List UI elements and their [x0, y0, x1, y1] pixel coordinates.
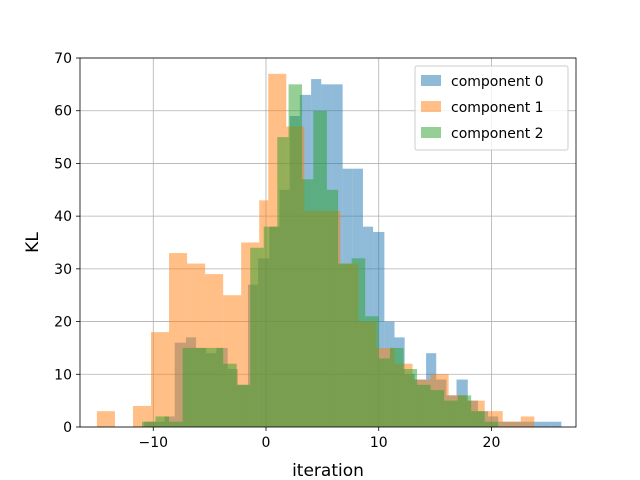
histogram-bar [444, 400, 458, 427]
legend-swatch [421, 101, 441, 112]
histogram-bar [378, 358, 390, 427]
histogram-bar [338, 263, 352, 427]
y-tick-label: 30 [54, 262, 72, 278]
histogram-bar [457, 395, 472, 427]
histogram-bar [182, 347, 197, 427]
plot-frame [79, 57, 577, 428]
histogram-bar [209, 347, 224, 427]
histogram-bar [471, 411, 485, 427]
histogram-bar [196, 347, 210, 427]
legend-entry: component 1 [451, 100, 544, 116]
y-tick-label: 0 [63, 420, 72, 436]
histogram-bar [529, 421, 540, 427]
histogram-bar [277, 137, 289, 428]
x-axis-ticks: −10 0 10 20 [138, 427, 500, 451]
histogram-bar [236, 384, 251, 427]
legend-box [414, 65, 569, 151]
x-tick-label: 10 [370, 435, 388, 451]
histogram-bar [539, 421, 552, 427]
histogram-bar [390, 347, 404, 427]
x-axis-label: iteration [292, 461, 364, 480]
histogram-bar [288, 84, 303, 427]
y-axis-label: KL [23, 232, 43, 253]
histogram-bar [430, 390, 445, 427]
legend: component 0 component 1 component 2 [414, 65, 569, 151]
x-tick-label: −10 [138, 435, 168, 451]
histogram-bar [169, 421, 183, 427]
y-tick-label: 10 [54, 367, 72, 383]
histogram-bar [155, 416, 170, 427]
histogram-bar [326, 189, 339, 427]
y-tick-label: 70 [54, 51, 72, 67]
series-2-bars [142, 84, 499, 428]
histogram-bar [351, 258, 366, 427]
y-tick-label: 60 [54, 104, 72, 120]
histogram-bar [365, 316, 379, 427]
histogram-bar [302, 179, 314, 427]
legend-entry: component 2 [451, 126, 544, 142]
y-tick-label: 20 [54, 315, 72, 331]
histogram-bar [484, 421, 499, 427]
histogram-bar [313, 110, 327, 427]
y-tick-label: 50 [54, 156, 72, 172]
histogram-bars [96, 73, 562, 428]
histogram-bar [263, 226, 278, 427]
histogram-bar [502, 421, 521, 427]
histogram-bar [417, 384, 431, 427]
y-axis-ticks: 0 10 20 30 40 50 60 70 [54, 51, 80, 436]
histogram-bar [551, 421, 562, 427]
legend-swatch [421, 75, 441, 86]
histogram-bar [142, 421, 156, 427]
legend-entry: component 0 [451, 74, 544, 90]
y-tick-label: 40 [54, 209, 72, 225]
histogram-bar [403, 369, 418, 427]
histogram-bar [96, 411, 115, 427]
legend-swatch [421, 127, 441, 138]
histogram-bar [520, 416, 535, 427]
histogram-bar [151, 332, 170, 427]
x-tick-label: 20 [483, 435, 501, 451]
x-tick-label: 0 [262, 435, 271, 451]
histogram-bar [250, 247, 264, 427]
histogram-bar [223, 363, 237, 427]
